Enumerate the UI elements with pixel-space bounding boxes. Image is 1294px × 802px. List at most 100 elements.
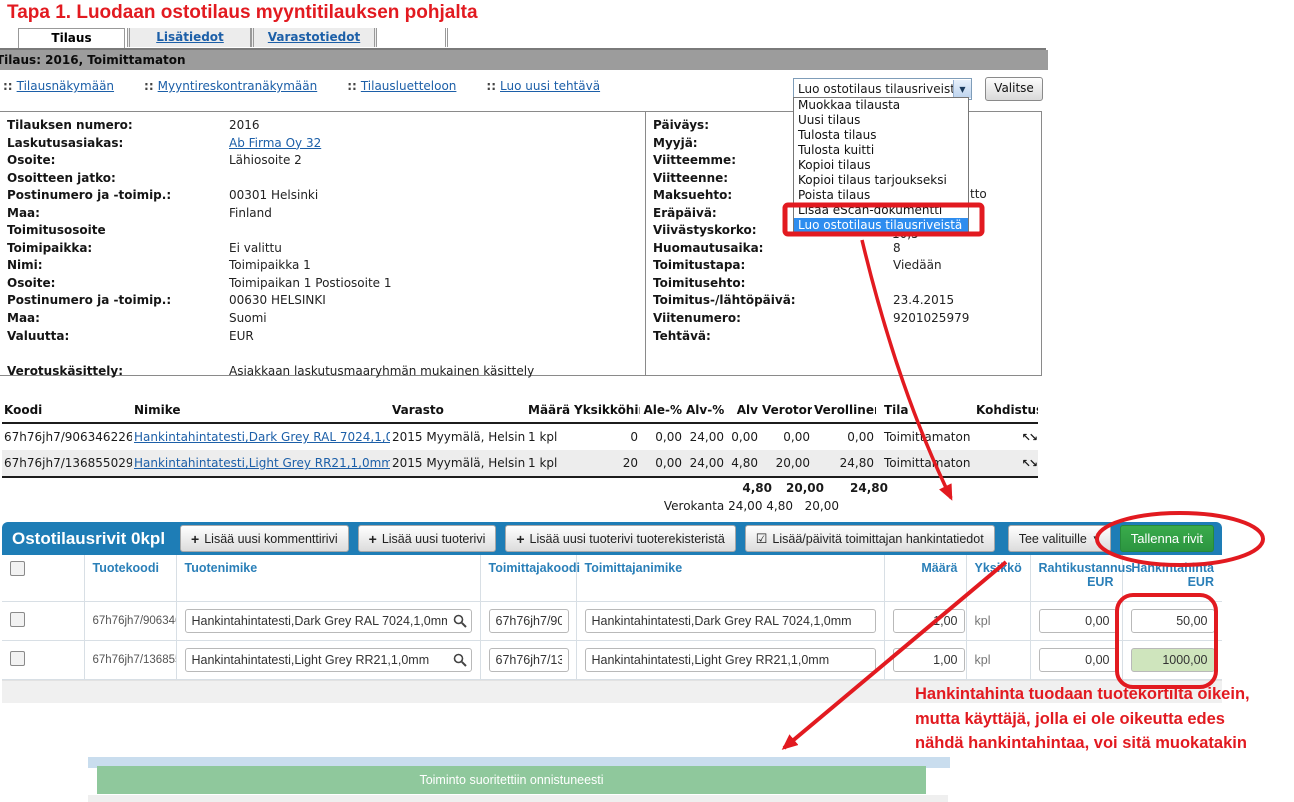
detail-row: Viitenumero: 9201025979 [653, 311, 970, 326]
dropdown-option[interactable]: Tulosta kuitti [798, 143, 875, 157]
plus-icon: + [191, 530, 200, 547]
detail-row: Nimi: Toimipaikka 1 [7, 258, 311, 273]
allocation-arrows-icon[interactable]: ↖↘ [1021, 430, 1038, 444]
product-link[interactable]: Hankintahintatesti,Dark Grey RAL 7024,1,… [134, 430, 390, 444]
purchase-price-input[interactable] [1130, 609, 1215, 633]
tab-lisatiedot[interactable]: Lisätiedot [127, 28, 253, 47]
purchase-line-row: 67h76jh7/1368550294 kpl [2, 640, 1222, 680]
detail-row: Viitteemme: [653, 153, 736, 168]
chevron-down-icon: ▼ [1091, 534, 1100, 543]
freight-cost-input[interactable] [1038, 609, 1117, 633]
success-toast: Toiminto suoritettiin onnistuneesti [97, 766, 926, 794]
add-comment-row-button[interactable]: + Lisää uusi kommenttirivi [180, 525, 349, 552]
product-name-input[interactable] [184, 609, 472, 633]
checkbox-check-icon: ☑ [755, 530, 768, 546]
detail-row: Huomautusaika: 8 [653, 240, 901, 255]
link-prefix: :: [347, 79, 357, 93]
tab-varastotiedot[interactable]: Varastotiedot [251, 28, 377, 47]
supplier-name-input[interactable] [584, 648, 876, 672]
maksuehto-value-fragment: tto [970, 187, 987, 201]
total-veroton: 20,00 [786, 481, 824, 495]
status-bar: Tilaus: 2016, Toimittamaton [0, 50, 1048, 70]
dropdown-option[interactable]: Kopioi tilaus tarjoukseksi [798, 173, 947, 187]
valitse-button[interactable]: Valitse [985, 77, 1043, 101]
detail-row: Viivästyskorko: [653, 223, 757, 238]
allocation-arrows-icon[interactable]: ↖↘ [974, 450, 1038, 478]
dropdown-option[interactable]: Kopioi tilaus [798, 158, 871, 172]
detail-row: Osoite: Toimipaikan 1 Postiosoite 1 [7, 275, 392, 290]
detail-row: Osoite: Lähiosoite 2 [7, 153, 302, 168]
do-for-selected-button[interactable]: Tee valituille ▼ [1007, 525, 1111, 552]
detail-row: Toimitus-/lähtöpäivä: 23.4.2015 [653, 293, 955, 308]
product-link[interactable]: Hankintahintatesti,Light Grey RR21,1,0mm [134, 456, 390, 470]
row-checkbox[interactable] [10, 651, 25, 666]
dropdown-option[interactable]: Muokkaa tilausta [798, 98, 901, 112]
details-divider [645, 112, 646, 375]
save-rows-button[interactable]: Tallenna rivit [1119, 525, 1214, 552]
dropdown-option[interactable]: Lisää eScan-dokumentti [798, 203, 943, 217]
annotation-title: Tapa 1. Luodaan ostotilaus myyntitilauks… [7, 2, 478, 23]
purchase-panel-header: Ostotilausrivit 0kpl + Lisää uusi komment… [2, 522, 1222, 555]
product-name-input[interactable] [184, 648, 472, 672]
dropdown-option[interactable]: Uusi tilaus [798, 113, 861, 127]
detail-row: Maa: Finland [7, 205, 272, 220]
order-line-row: 67h76jh7/1368550294 Hankintahintatesti,L… [2, 450, 1038, 478]
add-product-row-from-register-button[interactable]: + Lisää uusi tuoterivi tuoterekisteristä [505, 525, 736, 552]
detail-row: Maksuehto: [653, 188, 733, 203]
detail-row: Toimipaikka: Ei valittu [7, 240, 282, 255]
purchase-line-row: 67h76jh7/906346226 kpl [2, 601, 1222, 641]
dropdown-option[interactable]: Poista tilaus [798, 188, 871, 202]
row-checkbox[interactable] [10, 612, 25, 627]
link-prefix: :: [486, 79, 497, 93]
total-alv: 4,80 [742, 481, 772, 495]
freight-cost-input[interactable] [1038, 648, 1117, 672]
plus-icon: + [368, 530, 377, 547]
detail-row: Postinumero ja -toimip.: 00630 HELSINKI [7, 293, 326, 308]
supplier-code-input[interactable] [488, 609, 569, 633]
purchase-price-input-highlighted[interactable] [1130, 648, 1215, 672]
nav-link-myyntireskontra[interactable]: :: Myyntireskontranäkymään [144, 79, 318, 93]
detail-row: Valuutta: EUR [7, 328, 254, 343]
quantity-input[interactable] [892, 609, 965, 633]
toast-bottom-strip [88, 795, 948, 802]
plus-icon: + [516, 530, 525, 547]
link-prefix: :: [3, 79, 13, 93]
tab-tilaus[interactable]: Tilaus [18, 28, 125, 48]
nav-link-uusi-tehtava[interactable]: :: Luo uusi tehtävä [486, 79, 601, 93]
chevron-down-icon[interactable]: ▼ [953, 80, 971, 98]
total-verollinen: 24,80 [850, 481, 888, 495]
supplier-code-input[interactable] [488, 648, 569, 672]
detail-row: Verotuskäsittely: Asiakkaan laskutusmaary… [7, 363, 535, 378]
select-all-checkbox[interactable] [10, 561, 25, 576]
detail-row: Tehtävä: [653, 328, 711, 343]
nav-link-tilausluettelo[interactable]: :: Tilausluetteloon [347, 79, 457, 93]
search-icon[interactable] [453, 653, 467, 667]
add-product-row-button[interactable]: + Lisää uusi tuoterivi [357, 525, 497, 552]
action-select-value: Luo ostotilaus tilausriveistä [798, 82, 953, 96]
detail-row: Viitteenne: [653, 170, 729, 185]
nav-link-tilausnakymaan[interactable]: :: Tilausnäkymään [3, 79, 115, 93]
detail-row: Päiväys: [653, 118, 709, 132]
details-left-column: Tilauksen numero: 2016 Laskutusasiakas: Ab… [7, 118, 639, 381]
dropdown-option-highlighted[interactable]: Luo ostotilaus tilausriveistä [794, 218, 968, 233]
detail-row: Tilauksen numero: 2016 [7, 118, 260, 132]
tab-separator [445, 28, 448, 47]
verokanta-veroton: 20,00 [804, 499, 839, 513]
purchase-lines-table: Tuotekoodi Tuotenimike Toimittajakoodi T… [2, 555, 1222, 680]
toast-top-strip [88, 757, 950, 768]
purchase-panel-title: Ostotilausrivit 0kpl [12, 528, 166, 548]
order-line-row: 67h76jh7/906346226 Hankintahintatesti,Da… [2, 423, 1038, 450]
link-prefix: :: [144, 79, 154, 93]
purchase-order-panel: Ostotilausrivit 0kpl + Lisää uusi komment… [2, 522, 1222, 703]
supplier-name-input[interactable] [584, 609, 876, 633]
customer-link[interactable]: Ab Firma Oy 32 [229, 135, 322, 150]
verokanta-line: Verokanta 24,00 4,80 [663, 499, 793, 513]
update-supplier-info-button[interactable]: ☑ Lisää/päivitä toimittajan hankintatiedo… [744, 525, 995, 552]
action-select[interactable]: Luo ostotilaus tilausriveistä ▼ [793, 78, 972, 100]
detail-row: Maa: Suomi [7, 311, 267, 326]
quantity-input[interactable] [892, 648, 965, 672]
order-lines-table: Koodi Nimike Varasto Määrä Yksikköhinta … [2, 400, 1038, 478]
search-icon[interactable] [453, 614, 467, 628]
dropdown-option[interactable]: Tulosta tilaus [798, 128, 877, 142]
